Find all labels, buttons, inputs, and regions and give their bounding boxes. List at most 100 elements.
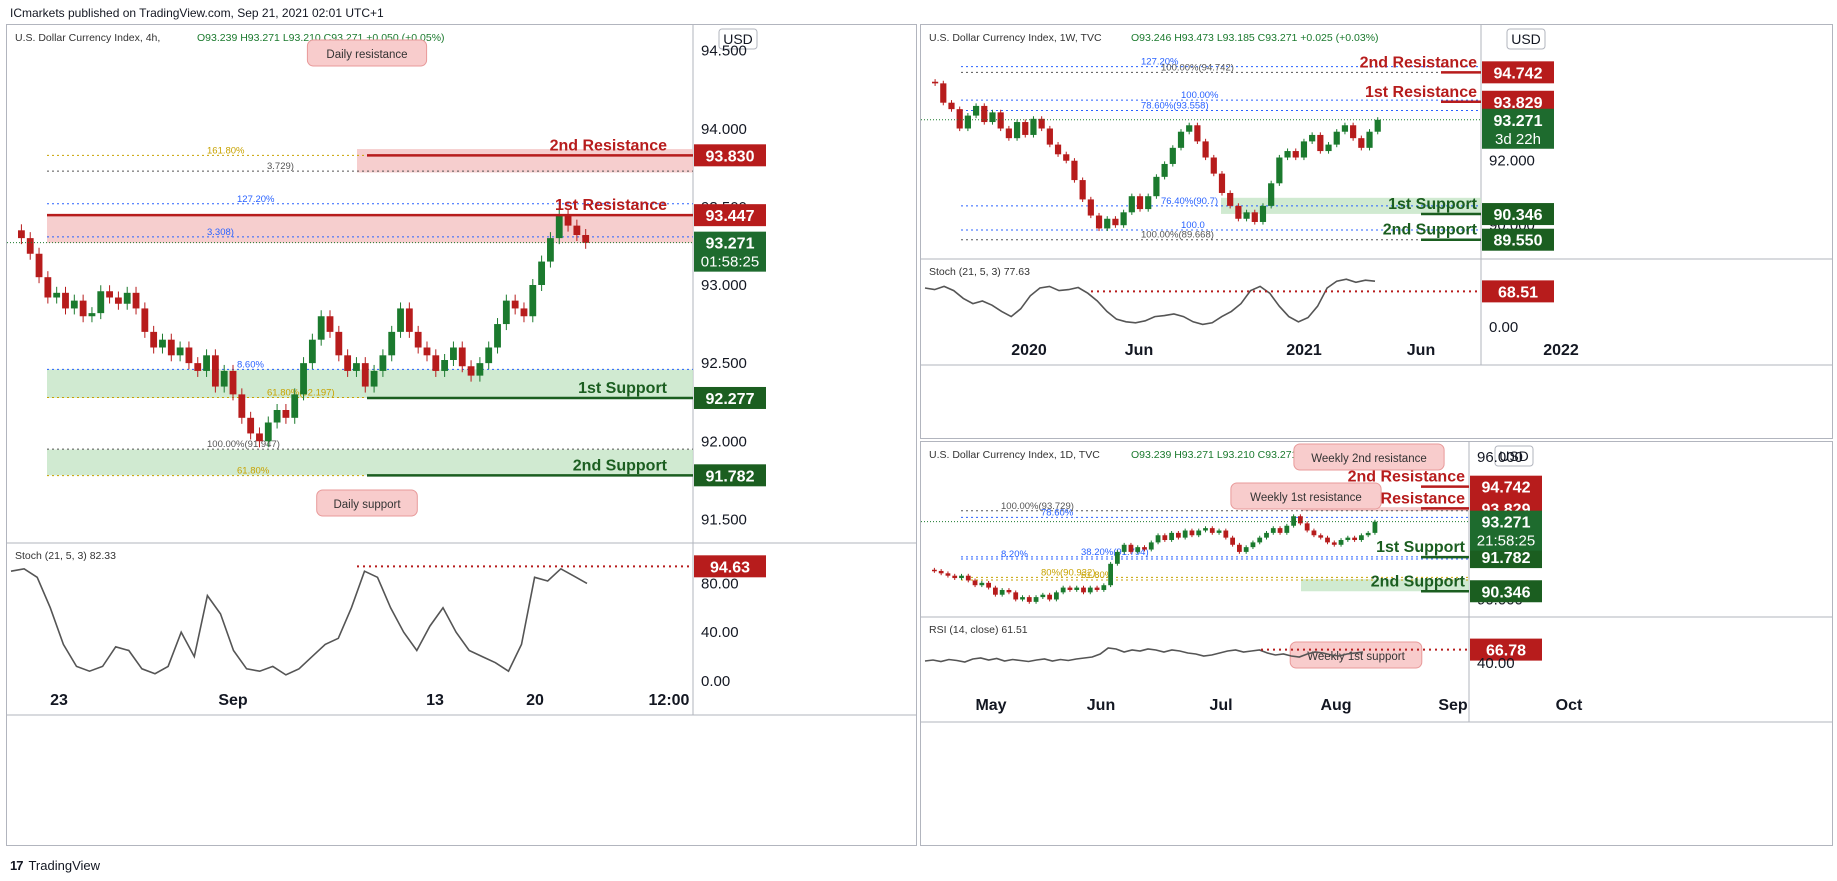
candle-body	[317, 316, 325, 340]
candle-body	[26, 238, 34, 254]
candle-body	[1182, 530, 1188, 538]
candle-body	[176, 347, 184, 356]
level-price-value: 90.346	[1494, 207, 1543, 224]
candle-body	[1081, 587, 1086, 593]
candle-body	[70, 300, 78, 309]
candle-body	[1054, 144, 1062, 155]
candle-body	[1033, 597, 1039, 602]
candle-body	[432, 355, 440, 371]
candle-body	[1094, 587, 1100, 590]
support-zone	[47, 449, 693, 476]
level-price-value: 89.550	[1494, 233, 1543, 250]
fib-level-label: 127.20%	[237, 194, 275, 205]
candle-body	[1112, 218, 1119, 226]
candle-body	[965, 575, 971, 581]
level-label: 2nd Support	[1371, 573, 1466, 590]
candle-body	[353, 363, 360, 371]
level-price-tag	[1482, 203, 1554, 226]
oscillator-label: RSI (14, close) 61.51	[929, 624, 1028, 636]
level-price-value: 93.829	[1494, 95, 1543, 112]
current-price-tag	[1470, 510, 1542, 551]
oscillator-level-tag	[1470, 638, 1542, 661]
candle-body	[79, 300, 87, 317]
x-tick-label: Jun	[1087, 697, 1115, 714]
candle-body	[1169, 532, 1174, 541]
candle-body	[997, 112, 1004, 129]
level-price-tag	[694, 144, 766, 167]
candle-body	[986, 582, 991, 588]
candle-body	[159, 339, 166, 348]
x-tick-label: Sep	[1438, 697, 1468, 714]
currency-badge: USD	[1494, 445, 1534, 467]
candle-body	[450, 347, 457, 360]
osc-y-tick-label: 40.00	[701, 624, 739, 641]
fib-level-label: 61.80%	[237, 466, 270, 477]
candle-body	[1128, 544, 1134, 552]
candle-body	[1341, 125, 1349, 132]
candle-body	[1345, 537, 1351, 541]
candle-body	[123, 292, 131, 304]
level-price-tag	[1470, 546, 1542, 569]
candle-body	[1095, 215, 1103, 229]
candle-body	[1079, 180, 1086, 200]
chart-weekly-panel[interactable]: U.S. Dollar Currency Index, 1W, TVC O93.2…	[920, 24, 1833, 439]
callout-text: Daily support	[333, 499, 401, 511]
current-price-tag	[1482, 108, 1554, 149]
callout-text: Weekly 1st resistance	[1250, 492, 1362, 504]
candle-body	[1270, 528, 1276, 533]
candle-body	[948, 102, 955, 110]
candle-body	[62, 292, 69, 309]
level-price-value: 93.447	[706, 208, 755, 225]
level-label: 1st Resistance	[1365, 84, 1477, 101]
level-price-value: 91.782	[706, 468, 755, 485]
candle-body	[1209, 528, 1215, 533]
candle-body	[256, 433, 263, 442]
candle-body	[945, 573, 951, 576]
candle-body	[300, 363, 307, 395]
candle-body	[1223, 530, 1229, 538]
oscillator-level-value: 94.63	[710, 559, 750, 576]
osc-y-tick-label: 40.00	[1477, 655, 1515, 672]
candle-body	[1216, 530, 1222, 533]
candle-body	[414, 331, 422, 348]
candle-body	[981, 105, 988, 123]
candle-body	[1235, 205, 1242, 219]
candle-body	[1251, 212, 1258, 222]
level-price-tag	[1470, 475, 1542, 498]
chart-4h-panel[interactable]: U.S. Dollar Currency Index, 4h, O93.239 H…	[6, 24, 917, 846]
callout-text: Weekly 2nd resistance	[1311, 453, 1426, 465]
candle-body	[238, 394, 246, 418]
candle-body	[1067, 587, 1073, 590]
currency-label: USD	[1499, 448, 1529, 464]
candle-body	[1359, 535, 1364, 541]
candle-body	[379, 355, 387, 371]
candle-body	[1218, 173, 1226, 193]
candle-body	[1196, 530, 1202, 536]
osc-y-tick-label: 80.00	[701, 575, 739, 592]
chart-daily-panel[interactable]: U.S. Dollar Currency Index, 1D, TVC O93.2…	[920, 441, 1833, 846]
y-tick-label: 96.000	[1477, 449, 1523, 466]
candle-body	[106, 291, 113, 298]
level-label: 1st Support	[1376, 539, 1466, 556]
level-label: 1st Resistance	[555, 197, 667, 214]
candle-body	[370, 370, 378, 387]
osc-y-tick-label: 0.00	[701, 673, 730, 690]
fib-level-label: 78.60%(93.558)	[1141, 100, 1209, 111]
candle-body	[964, 115, 971, 129]
x-tick-label: Jun	[1407, 342, 1435, 359]
callout-box	[1230, 482, 1382, 510]
publisher-line: ICmarkets published on TradingView.com, …	[10, 6, 384, 20]
oscillator-level-tag	[1482, 280, 1554, 303]
candle-body	[1074, 587, 1080, 590]
candle-body	[18, 230, 25, 239]
footer-brand: TradingView	[28, 858, 101, 873]
fib-level-label: 8.60%	[237, 359, 264, 370]
oscillator-line	[10, 567, 588, 676]
fib-level-label: 78.60%	[1041, 507, 1074, 518]
candle-body	[1046, 128, 1053, 145]
candle-body	[423, 347, 431, 356]
candle-body	[932, 569, 937, 572]
currency-badge: USD	[1506, 28, 1546, 50]
x-tick-label: May	[975, 697, 1006, 714]
candle-body	[1155, 535, 1161, 543]
